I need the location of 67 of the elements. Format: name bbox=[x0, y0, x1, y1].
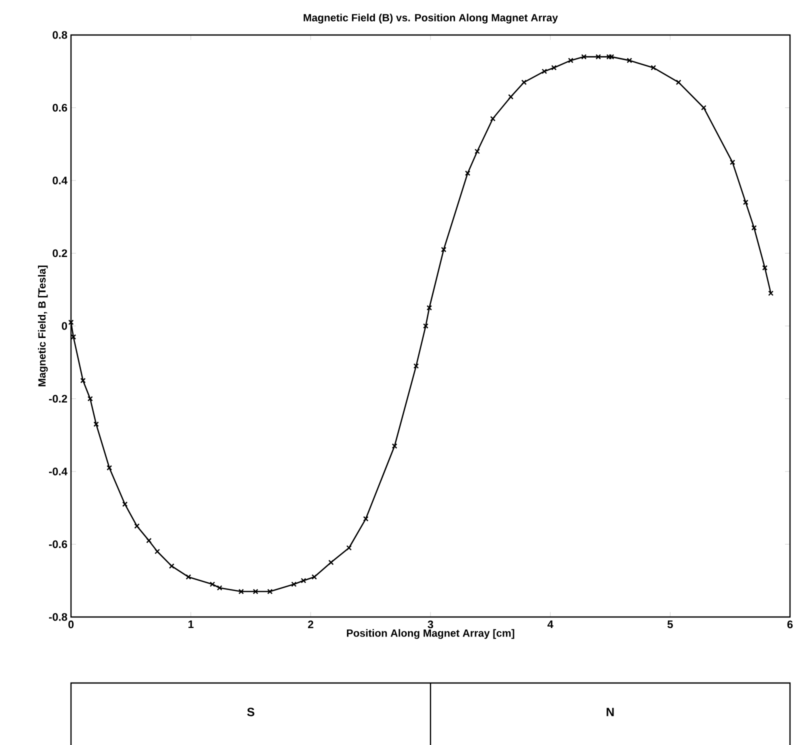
point bbox=[762, 265, 768, 271]
chart-title: Magnetic Field (B) vs. Position Along Magnet Array bbox=[304, 14, 558, 24]
point bbox=[87, 396, 93, 402]
point bbox=[134, 523, 140, 529]
y-tick-label: -0.4 bbox=[49, 468, 68, 476]
point bbox=[464, 170, 470, 176]
point bbox=[730, 160, 736, 166]
point bbox=[474, 148, 480, 154]
point bbox=[606, 54, 612, 60]
x-tick-label: 6 bbox=[787, 620, 793, 628]
point bbox=[650, 65, 656, 70]
point bbox=[440, 246, 446, 252]
point bbox=[422, 323, 428, 329]
point bbox=[508, 94, 514, 100]
x-tick-label: 2 bbox=[308, 620, 314, 628]
x-tick-label: 4 bbox=[547, 620, 554, 628]
point bbox=[146, 538, 152, 544]
point bbox=[154, 548, 160, 554]
point bbox=[168, 563, 174, 569]
point bbox=[106, 465, 112, 471]
point bbox=[300, 578, 306, 584]
point bbox=[80, 378, 86, 384]
point bbox=[676, 80, 682, 85]
point bbox=[392, 443, 398, 449]
text: N bbox=[606, 708, 614, 716]
y-tick-label: 0.4 bbox=[52, 176, 68, 184]
y-tick-label: 0 bbox=[62, 322, 68, 330]
y-tick-label: 0.8 bbox=[52, 31, 68, 39]
point bbox=[551, 65, 557, 70]
point bbox=[267, 588, 273, 594]
x-axis-title: Position Along Magnet Array [cm] bbox=[346, 629, 514, 639]
point bbox=[291, 582, 297, 587]
text: S bbox=[247, 708, 254, 716]
point bbox=[238, 588, 244, 594]
point bbox=[252, 588, 258, 594]
y-tick-label: 0.6 bbox=[52, 104, 68, 112]
point bbox=[122, 502, 128, 507]
y-axis-title: Magnetic Field, B [Tesla] bbox=[38, 266, 48, 386]
x-tick-label: 1 bbox=[188, 620, 194, 628]
point bbox=[413, 363, 419, 369]
y-tick-label: -0.8 bbox=[49, 613, 68, 621]
point bbox=[521, 80, 527, 85]
x-tick-label: 0 bbox=[68, 620, 74, 628]
point bbox=[742, 200, 748, 206]
point bbox=[581, 54, 587, 60]
point bbox=[346, 545, 352, 551]
x-tick-label: 5 bbox=[667, 620, 673, 628]
point bbox=[363, 516, 369, 522]
point bbox=[210, 582, 216, 587]
point bbox=[608, 54, 614, 60]
point bbox=[568, 58, 574, 64]
point bbox=[596, 54, 601, 60]
x-tick-label: 3 bbox=[428, 620, 434, 628]
point bbox=[186, 574, 192, 580]
point bbox=[701, 105, 706, 110]
point bbox=[542, 68, 548, 74]
point bbox=[490, 116, 496, 122]
y-tick-label: -0.2 bbox=[49, 394, 68, 403]
point bbox=[93, 421, 99, 427]
point bbox=[328, 560, 334, 566]
y-tick-label: 0.2 bbox=[52, 249, 68, 258]
point bbox=[312, 574, 317, 580]
point bbox=[751, 225, 757, 230]
point bbox=[626, 58, 632, 64]
point bbox=[426, 305, 432, 311]
point bbox=[216, 585, 222, 591]
y-tick-label: -0.6 bbox=[49, 540, 68, 548]
